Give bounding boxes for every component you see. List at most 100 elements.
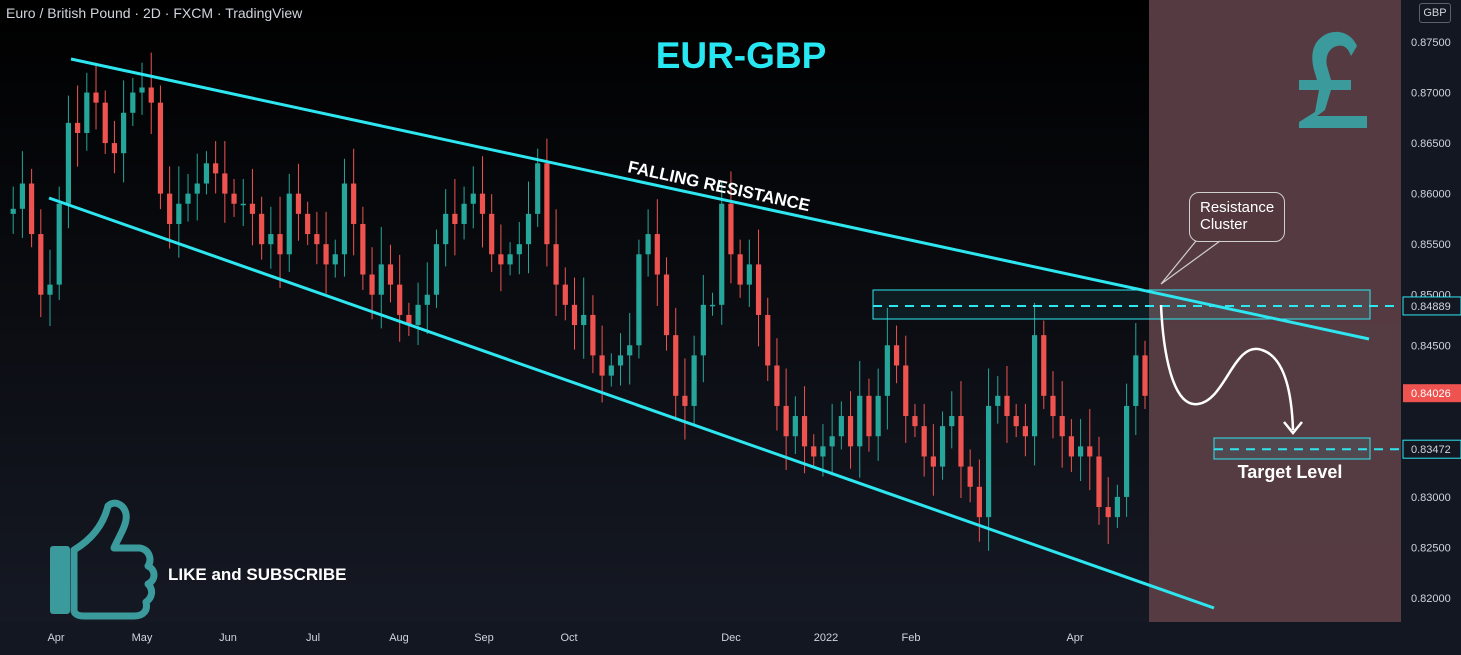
candle-body[interactable]: [323, 244, 329, 265]
candle-body[interactable]: [139, 87, 145, 93]
candle-body[interactable]: [351, 183, 357, 224]
candle-body[interactable]: [912, 416, 918, 427]
candle-body[interactable]: [19, 183, 26, 209]
candle-body[interactable]: [976, 486, 982, 518]
candle-body[interactable]: [268, 234, 274, 245]
candle-body[interactable]: [65, 122, 72, 204]
candle-body[interactable]: [167, 193, 173, 224]
candle-body[interactable]: [571, 304, 578, 326]
candle-body[interactable]: [884, 345, 890, 396]
candle-body[interactable]: [525, 213, 532, 245]
candle-body[interactable]: [921, 426, 927, 457]
candle-body[interactable]: [397, 284, 403, 315]
candle-body[interactable]: [608, 365, 614, 376]
resistance-zone-box[interactable]: [872, 289, 1371, 320]
candle-body[interactable]: [682, 395, 688, 406]
candle-body[interactable]: [1031, 335, 1038, 437]
candle-body[interactable]: [930, 456, 936, 467]
candle-body[interactable]: [295, 193, 302, 214]
candle-body[interactable]: [424, 294, 430, 305]
candle-body[interactable]: [985, 405, 992, 518]
candle-body[interactable]: [443, 213, 449, 245]
candle-body[interactable]: [1087, 446, 1093, 457]
symbol-name[interactable]: Euro / British Pound: [6, 5, 131, 21]
candle-body[interactable]: [38, 234, 44, 295]
candle-body[interactable]: [433, 244, 440, 295]
candle-body[interactable]: [553, 244, 559, 285]
candle-body[interactable]: [360, 223, 366, 275]
candle-body[interactable]: [562, 284, 568, 305]
candle-body[interactable]: [765, 314, 771, 366]
candle-body[interactable]: [516, 244, 522, 255]
candle-body[interactable]: [535, 163, 541, 214]
candle-body[interactable]: [176, 203, 182, 224]
candle-body[interactable]: [728, 203, 734, 255]
candle-body[interactable]: [866, 395, 872, 437]
price-label-target[interactable]: 0.83472: [1402, 439, 1461, 459]
candle-body[interactable]: [121, 112, 127, 154]
candle-body[interactable]: [691, 355, 697, 406]
candle-body[interactable]: [341, 183, 348, 255]
candle-body[interactable]: [470, 193, 476, 204]
candle-body[interactable]: [958, 416, 964, 467]
candle-body[interactable]: [1142, 355, 1148, 396]
candle-body[interactable]: [213, 163, 219, 174]
candle-body[interactable]: [995, 395, 1001, 406]
candle-body[interactable]: [801, 416, 808, 447]
candle-body[interactable]: [203, 163, 210, 184]
candle-body[interactable]: [1096, 456, 1102, 508]
candle-body[interactable]: [249, 203, 256, 214]
candle-body[interactable]: [452, 213, 458, 224]
candle-body[interactable]: [811, 446, 817, 457]
candle-body[interactable]: [415, 304, 421, 326]
candle-body[interactable]: [949, 416, 955, 427]
candle-body[interactable]: [222, 173, 228, 194]
candle-body[interactable]: [56, 203, 62, 285]
candle-body[interactable]: [903, 365, 909, 417]
candle-body[interactable]: [130, 92, 136, 113]
candle-body[interactable]: [240, 203, 246, 206]
candle-body[interactable]: [820, 446, 826, 457]
candle-body[interactable]: [378, 264, 384, 295]
candle-body[interactable]: [1004, 395, 1010, 417]
candle-body[interactable]: [148, 87, 154, 103]
candle-body[interactable]: [590, 314, 596, 356]
candle-body[interactable]: [406, 314, 412, 326]
candle-body[interactable]: [636, 254, 642, 346]
candle-body[interactable]: [10, 208, 16, 214]
candle-body[interactable]: [599, 355, 605, 376]
candle-body[interactable]: [627, 345, 633, 356]
price-label-resistance[interactable]: 0.84889: [1402, 296, 1461, 316]
candle-body[interactable]: [1068, 436, 1074, 457]
candle-body[interactable]: [111, 143, 118, 154]
upper-channel-line[interactable]: [70, 57, 1370, 341]
candle-body[interactable]: [369, 274, 375, 295]
candle-body[interactable]: [617, 355, 624, 366]
candle-body[interactable]: [387, 264, 394, 285]
candle-body[interactable]: [544, 163, 550, 245]
candle-body[interactable]: [1050, 395, 1056, 417]
candle-body[interactable]: [700, 304, 706, 356]
lower-channel-line[interactable]: [48, 196, 1215, 610]
candle-body[interactable]: [498, 254, 504, 265]
candle-body[interactable]: [47, 284, 53, 295]
candle-body[interactable]: [1013, 416, 1019, 427]
candle-body[interactable]: [857, 395, 863, 447]
candle-body[interactable]: [792, 416, 798, 437]
candle-body[interactable]: [1077, 446, 1084, 457]
candle-body[interactable]: [755, 264, 762, 315]
candle-body[interactable]: [29, 183, 35, 235]
candle-body[interactable]: [231, 193, 237, 204]
candle-body[interactable]: [75, 122, 81, 133]
candle-body[interactable]: [875, 395, 881, 437]
interval[interactable]: 2D: [142, 5, 161, 21]
candle-body[interactable]: [1059, 416, 1065, 437]
candle-body[interactable]: [709, 304, 716, 307]
candle-body[interactable]: [654, 234, 660, 275]
candle-body[interactable]: [581, 314, 587, 326]
candle-body[interactable]: [479, 193, 486, 214]
price-label-last[interactable]: 0.84026: [1403, 384, 1461, 403]
candle-body[interactable]: [1022, 426, 1028, 437]
